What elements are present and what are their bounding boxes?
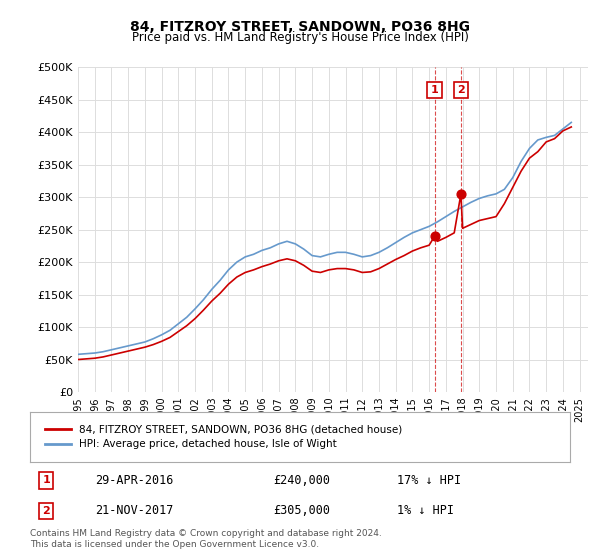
Text: Contains HM Land Registry data © Crown copyright and database right 2024.
This d: Contains HM Land Registry data © Crown c… [30,529,382,549]
Text: 1: 1 [43,475,50,485]
Text: 29-APR-2016: 29-APR-2016 [95,474,173,487]
Text: 1: 1 [431,85,439,95]
Text: 17% ↓ HPI: 17% ↓ HPI [397,474,461,487]
Text: 21-NOV-2017: 21-NOV-2017 [95,505,173,517]
Text: 2: 2 [457,85,465,95]
Text: £240,000: £240,000 [273,474,330,487]
Point [456,189,466,198]
Point [430,232,439,241]
Text: 84, FITZROY STREET, SANDOWN, PO36 8HG: 84, FITZROY STREET, SANDOWN, PO36 8HG [130,20,470,34]
Text: 1% ↓ HPI: 1% ↓ HPI [397,505,454,517]
Text: £305,000: £305,000 [273,505,330,517]
Text: 2: 2 [43,506,50,516]
Text: Price paid vs. HM Land Registry's House Price Index (HPI): Price paid vs. HM Land Registry's House … [131,31,469,44]
Legend: 84, FITZROY STREET, SANDOWN, PO36 8HG (detached house), HPI: Average price, deta: 84, FITZROY STREET, SANDOWN, PO36 8HG (d… [41,420,407,454]
